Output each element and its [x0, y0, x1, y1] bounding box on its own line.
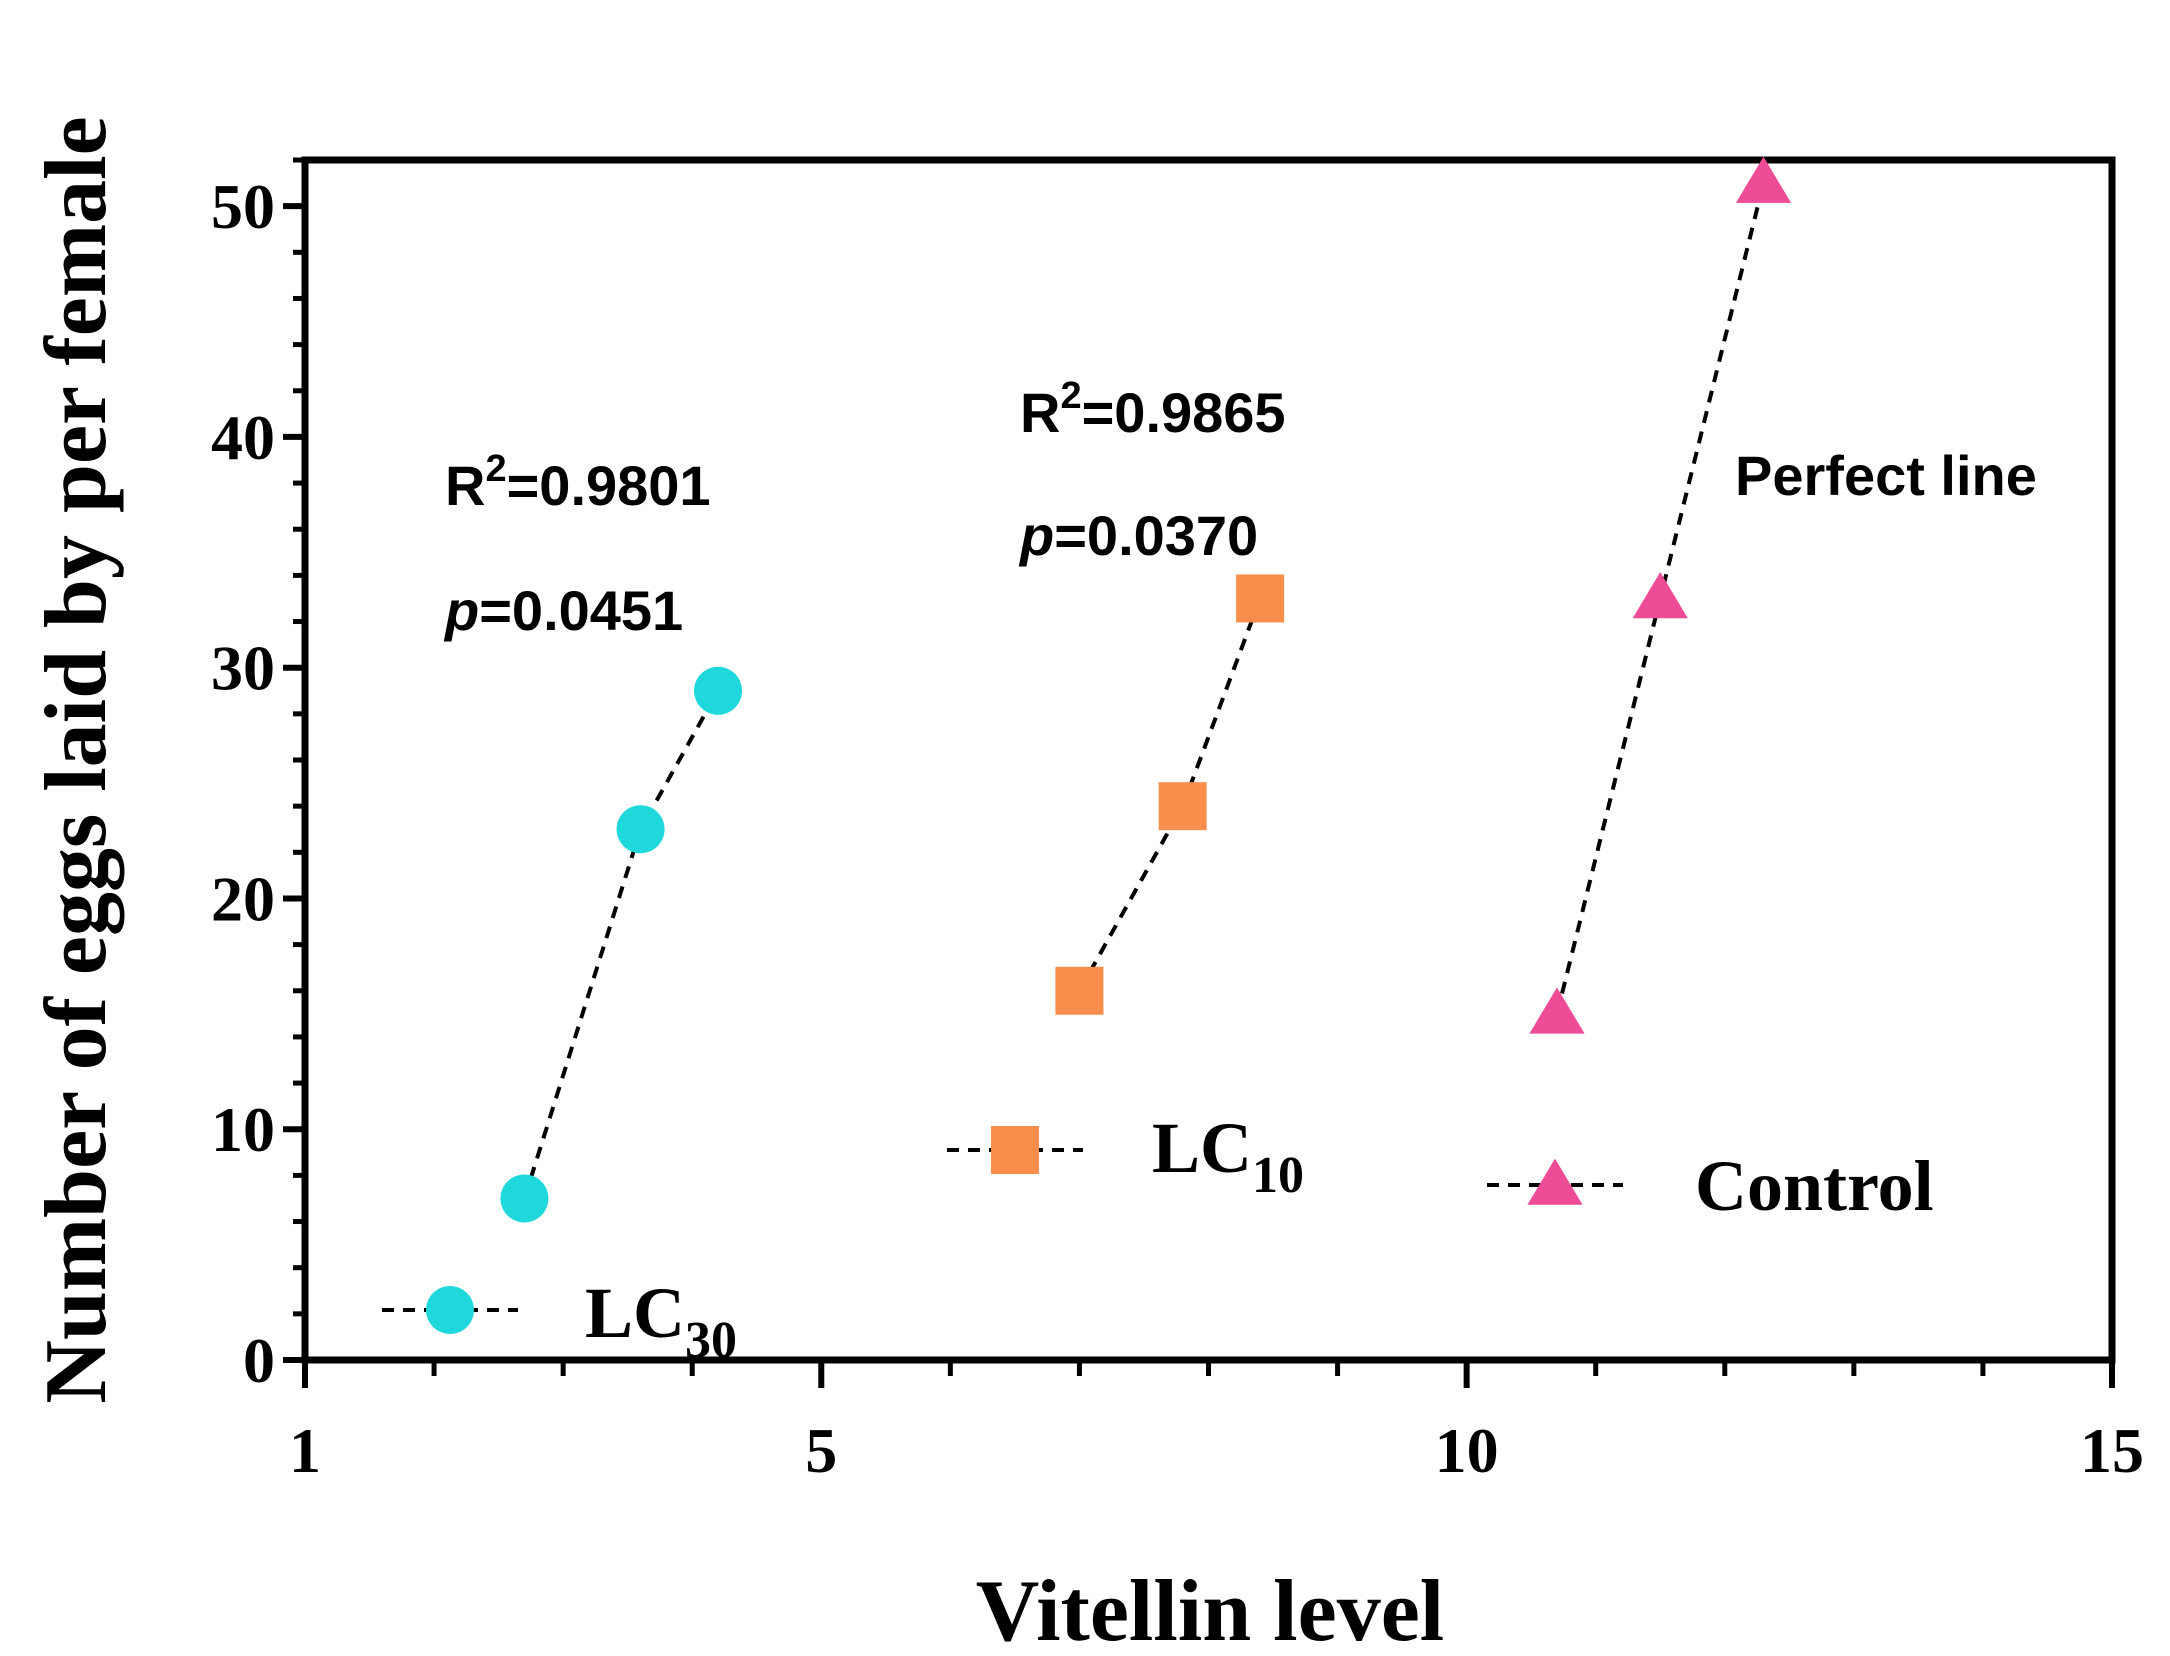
legend-label-lc30: LC30: [585, 1273, 737, 1369]
data-point-lc30: [616, 805, 665, 854]
data-point-lc10: [1055, 966, 1104, 1015]
x-tick-label: 1: [289, 1415, 321, 1486]
legend-label-lc10: LC10: [1152, 1108, 1304, 1204]
x-tick-label: 10: [1435, 1415, 1499, 1486]
legend-marker-lc10: [991, 1126, 1039, 1174]
y-tick-label: 50: [211, 171, 275, 242]
legend-label-control: Control: [1695, 1146, 1934, 1226]
y-tick-label: 30: [211, 633, 275, 704]
annotation-lc10-r2: R2=0.9865: [1020, 375, 1286, 444]
data-points: [500, 156, 1792, 1223]
data-point-control: [1529, 987, 1585, 1034]
x-tick-label: 15: [2080, 1415, 2144, 1486]
annotation-lc30-r2: R2=0.9801: [445, 448, 711, 517]
x-tick-label: 5: [805, 1415, 837, 1486]
annotation-control-note: Perfect line: [1735, 444, 2037, 507]
x-axis-title: Vitellin level: [976, 1563, 1444, 1656]
legend-marker-lc30: [426, 1286, 474, 1334]
y-tick-label: 20: [211, 863, 275, 934]
legend: LC30 LC10 Control: [382, 1108, 1934, 1369]
annotation-lc30-p: p=0.0451: [443, 579, 683, 642]
y-tick-label: 0: [243, 1325, 275, 1396]
data-point-control: [1632, 572, 1688, 619]
data-point-lc10: [1236, 574, 1285, 623]
y-axis-title: Number of eggs laid by per female: [28, 116, 125, 1403]
data-point-control: [1735, 156, 1792, 203]
y-tick-label: 10: [211, 1094, 275, 1165]
fit-line-lc30: [522, 689, 720, 1200]
legend-marker-control: [1527, 1158, 1583, 1205]
data-point-lc30: [694, 666, 743, 715]
y-tick-label: 40: [211, 402, 275, 473]
annotation-lc10-p: p=0.0370: [1018, 504, 1258, 567]
data-point-lc30: [500, 1174, 549, 1223]
data-point-lc10: [1158, 782, 1207, 831]
